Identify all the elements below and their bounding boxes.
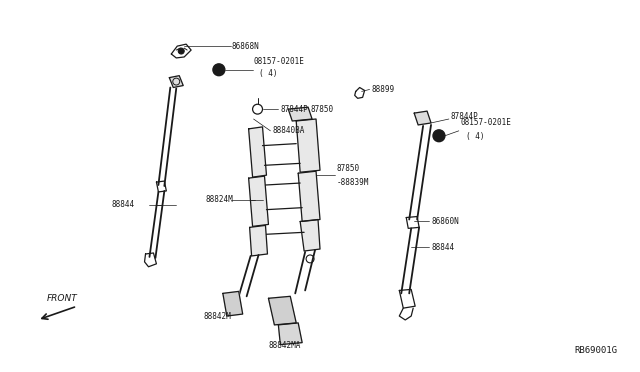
Text: 88844: 88844 (431, 243, 454, 251)
Text: 87844P: 87844P (451, 112, 479, 121)
Text: 88842M: 88842M (203, 311, 231, 321)
Text: 88899: 88899 (372, 85, 395, 94)
Polygon shape (170, 76, 183, 87)
Text: 87850: 87850 (337, 164, 360, 173)
Text: 88842MA: 88842MA (268, 341, 301, 350)
Polygon shape (250, 225, 268, 256)
Polygon shape (414, 111, 431, 125)
Text: 87850: 87850 (310, 105, 333, 114)
Text: 88824M: 88824M (206, 195, 234, 204)
Text: 08157-0201E: 08157-0201E (461, 118, 511, 128)
Polygon shape (223, 291, 243, 316)
Text: -88839M: -88839M (337, 177, 369, 187)
Polygon shape (248, 176, 268, 227)
Text: RB69001G: RB69001G (574, 346, 618, 355)
Text: 86868N: 86868N (232, 42, 260, 51)
Polygon shape (268, 296, 296, 325)
Text: FRONT: FRONT (47, 294, 77, 303)
Text: 87844P: 87844P (280, 105, 308, 114)
Polygon shape (300, 219, 320, 251)
Polygon shape (298, 171, 320, 221)
Circle shape (213, 64, 225, 76)
Polygon shape (278, 323, 302, 344)
Text: 88844: 88844 (112, 200, 135, 209)
Text: 86860N: 86860N (431, 217, 459, 226)
Text: 08157-0201E: 08157-0201E (253, 57, 305, 66)
Text: B: B (436, 133, 442, 138)
Text: ( 4): ( 4) (259, 69, 277, 78)
Text: 88840BA: 88840BA (273, 126, 305, 135)
Circle shape (179, 48, 184, 54)
Polygon shape (288, 107, 312, 121)
Polygon shape (296, 119, 320, 172)
Polygon shape (248, 127, 266, 177)
Circle shape (433, 130, 445, 142)
Text: B: B (216, 67, 221, 72)
Text: ( 4): ( 4) (466, 132, 484, 141)
